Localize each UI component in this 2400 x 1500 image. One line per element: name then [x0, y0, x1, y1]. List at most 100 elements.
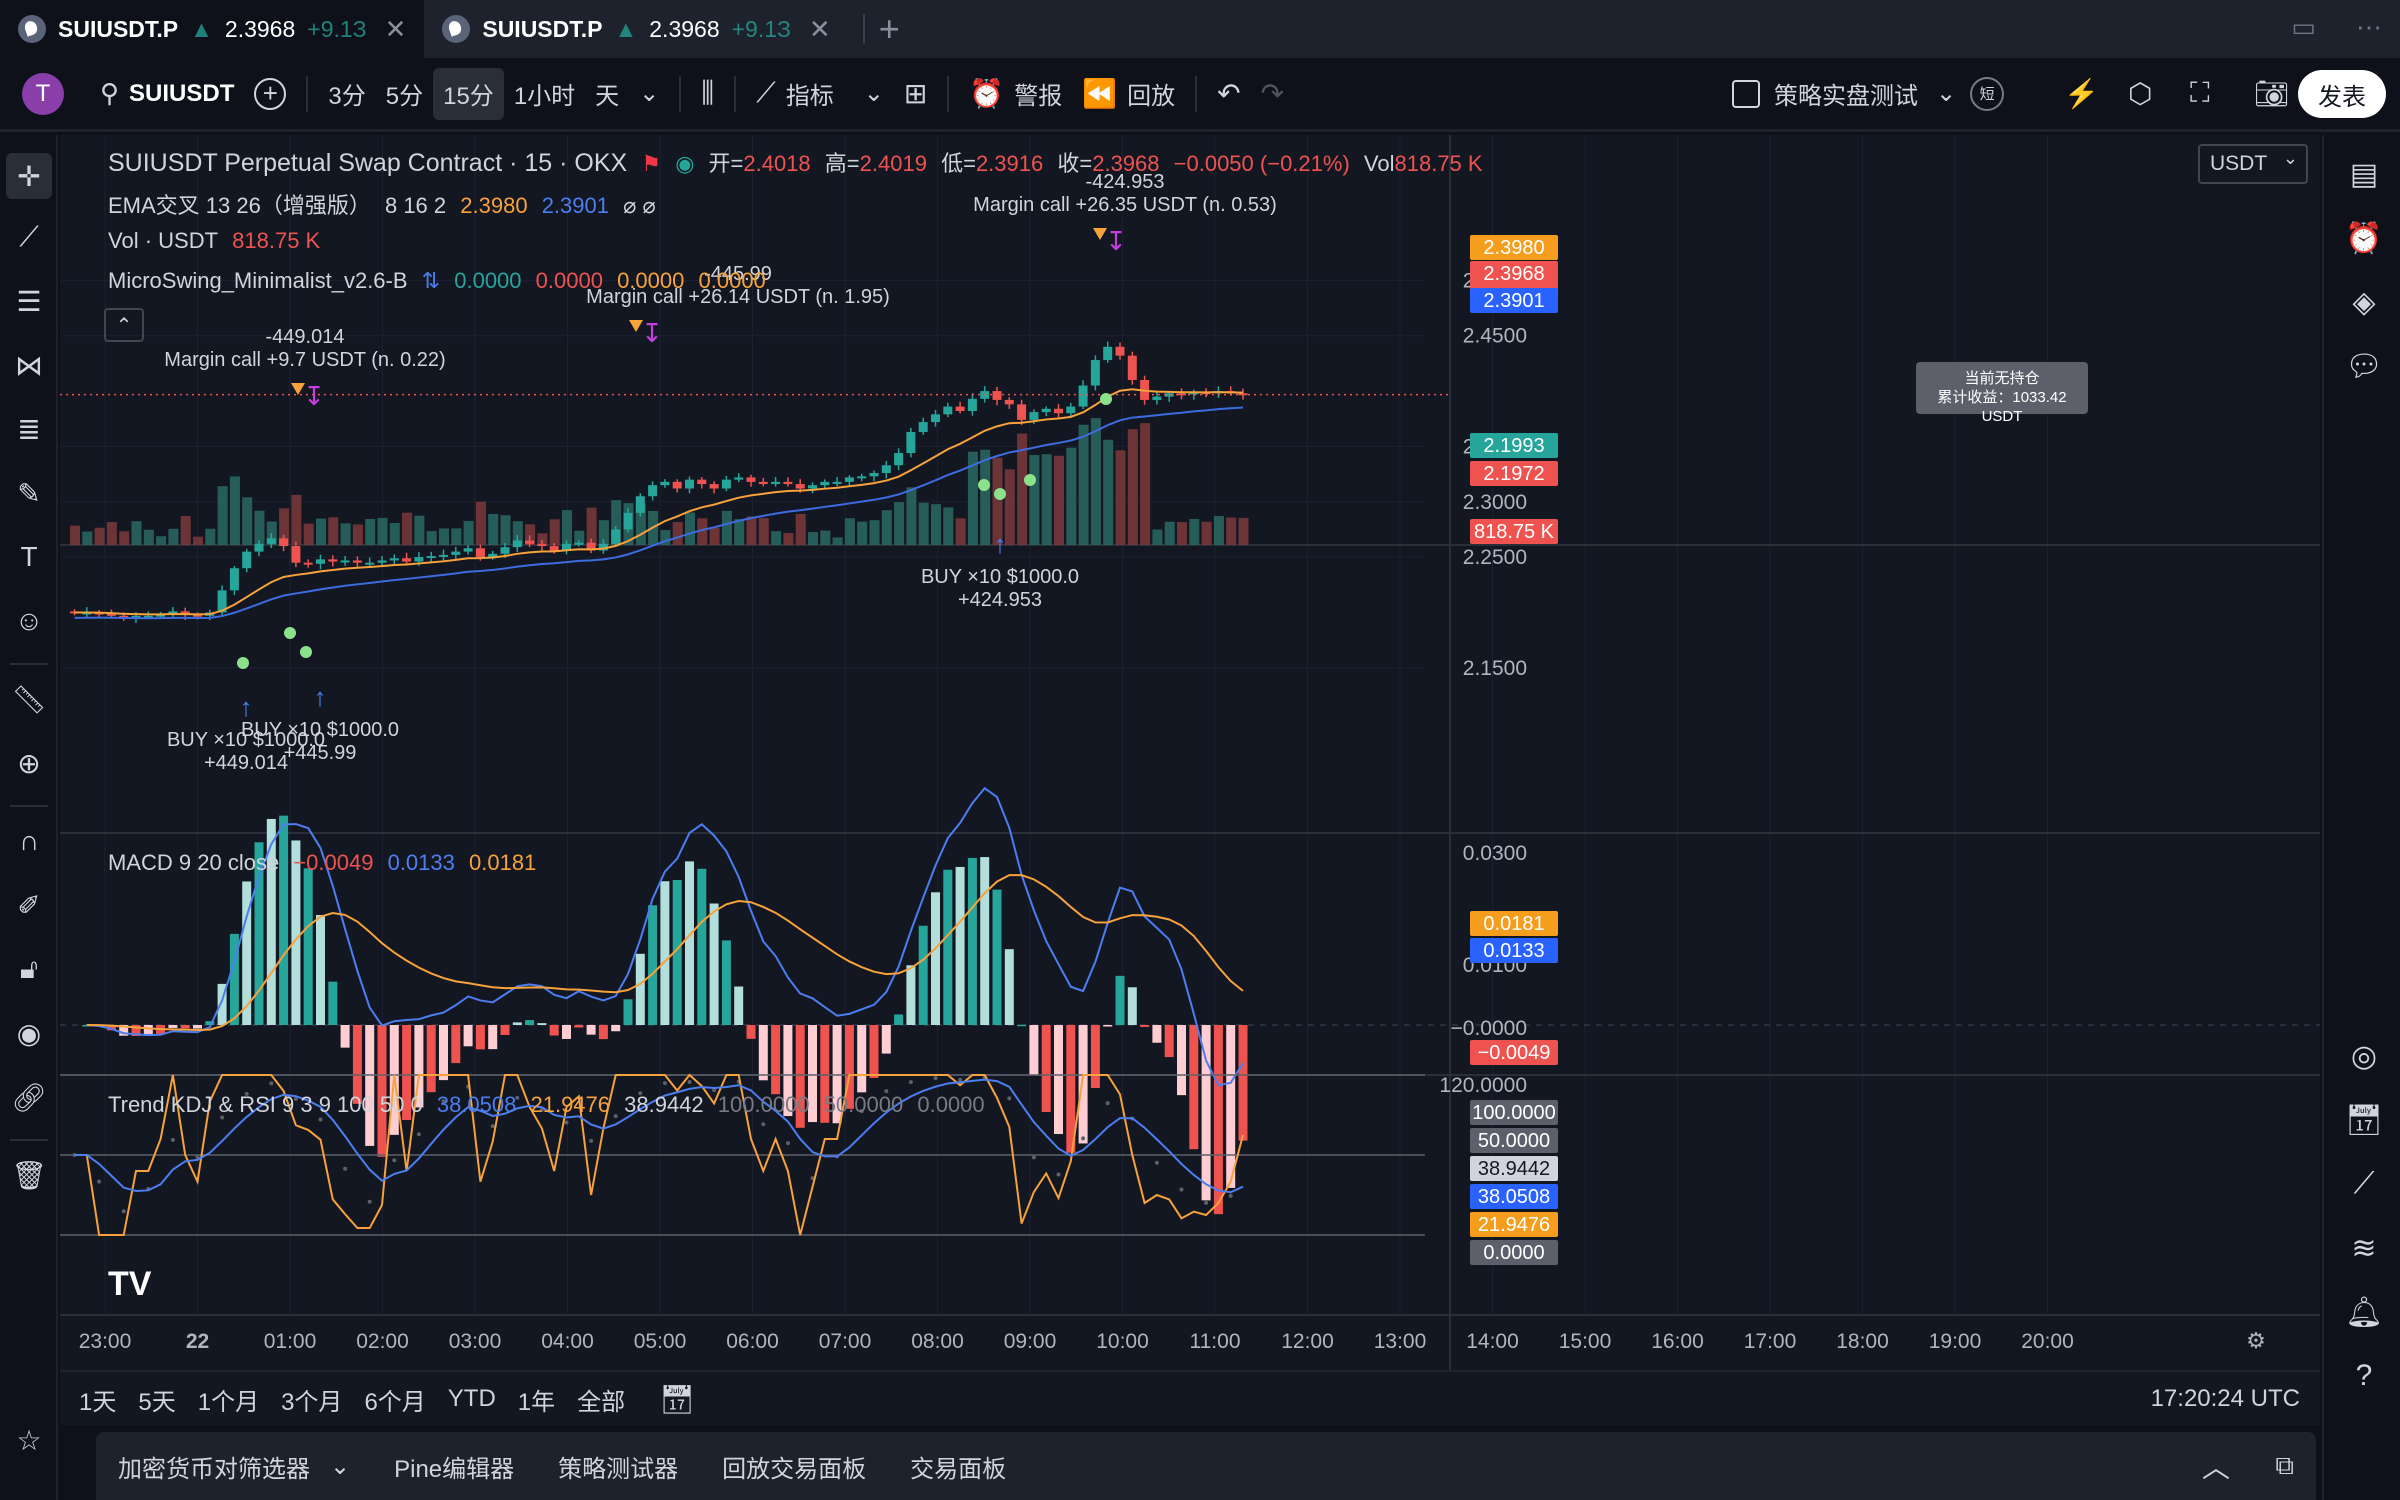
lock-icon[interactable]: 🔓︎: [19, 952, 39, 984]
fib-icon[interactable]: ≣: [17, 413, 41, 445]
star-icon[interactable]: ☆: [16, 1424, 42, 1456]
toolbar-divider: [1195, 75, 1198, 112]
microswing-legend[interactable]: MicroSwing_Minimalist_v2.6-B ⇅ 0.0000 0.…: [108, 268, 774, 294]
layers-icon[interactable]: ◈: [2352, 285, 2376, 319]
calendar-icon[interactable]: 📅︎: [2344, 1103, 2384, 1137]
indicators-label: 指标: [785, 83, 834, 110]
candle-body: [180, 611, 190, 615]
volume-bar: [598, 520, 609, 545]
kdj-j-dot: [515, 1095, 520, 1100]
symbol-search[interactable]: ⚲ SUIUSDT: [90, 68, 244, 120]
volume-bar: [931, 504, 941, 545]
macd-hist-bar: [500, 1025, 510, 1035]
pine-editor-tab[interactable]: Pine编辑器: [394, 1455, 515, 1483]
range-6m[interactable]: 6个月: [364, 1388, 426, 1416]
candle-body: [1090, 360, 1100, 386]
add-symbol-button[interactable]: +: [244, 68, 296, 120]
volume-bar: [156, 536, 167, 545]
kdj-legend[interactable]: Trend KDJ & RSI 9 3 9 100 50 0 38.0508 2…: [108, 1092, 993, 1118]
crypto-screener-tab[interactable]: 加密货币对筛选器 ⌄: [96, 1449, 372, 1484]
range-3m[interactable]: 3个月: [281, 1388, 343, 1416]
trash-icon[interactable]: 🗑︎: [11, 1159, 47, 1191]
help-icon[interactable]: ?: [2355, 1359, 2373, 1392]
crosshair-icon[interactable]: ✛: [6, 153, 52, 199]
pattern-icon[interactable]: ⋈: [15, 349, 43, 381]
chart-type-button[interactable]: ⫼: [691, 68, 724, 120]
lock-drawing-icon[interactable]: ✐: [17, 889, 41, 921]
ema-legend[interactable]: EMA交叉 13 26（增强版） 8 16 2 2.3980 2.3901 ⌀ …: [108, 188, 664, 220]
maximize-panel-icon[interactable]: ⧉: [2275, 1450, 2294, 1480]
text-icon[interactable]: T: [20, 541, 38, 572]
target-icon[interactable]: ◎: [2350, 1039, 2378, 1073]
strategy-tester-tab[interactable]: 策略测试器: [558, 1455, 679, 1483]
interval-3m[interactable]: 3分: [328, 83, 366, 110]
trading-panel-tab[interactable]: 交易面板: [910, 1455, 1007, 1483]
interval-1d[interactable]: 天: [595, 83, 620, 110]
alarm-clock-icon[interactable]: ⏰: [2345, 221, 2383, 255]
alert-button[interactable]: ⏰ 警报: [959, 68, 1072, 120]
horizontal-lines-icon[interactable]: ☰: [16, 285, 42, 317]
vol-legend[interactable]: Vol · USDT 818.75 K: [108, 228, 328, 254]
kdj-j-dot: [908, 1080, 913, 1085]
undo-button[interactable]: ↶: [1207, 68, 1250, 120]
redo-button[interactable]: ↷: [1251, 68, 1294, 120]
indicators-button[interactable]: ⟋ 指标 ⌄: [746, 68, 894, 120]
range-1m[interactable]: 1个月: [197, 1388, 260, 1416]
tab-2[interactable]: SUIUSDT.P ▲ 2.3968 +9.1З ✕: [424, 0, 848, 58]
kdj-j-dot: [244, 1091, 249, 1096]
interval-dropdown[interactable]: ⌄: [629, 68, 669, 120]
kdj-tag-bg: [1470, 1156, 1558, 1181]
collapse-panel-icon[interactable]: ︿: [2201, 1452, 2230, 1483]
range-all[interactable]: 全部: [577, 1388, 626, 1416]
settings-button[interactable]: ⬡: [2118, 68, 2162, 120]
signal-icon[interactable]: ≋: [2351, 1231, 2377, 1265]
close-icon[interactable]: ✕: [808, 13, 831, 44]
avatar[interactable]: T: [22, 72, 64, 115]
range-5d[interactable]: 5天: [138, 1388, 176, 1416]
trend-line-icon[interactable]: ⟋: [19, 220, 39, 252]
bell-icon[interactable]: 🔔︎: [2344, 1295, 2384, 1329]
new-tab-icon[interactable]: +: [878, 8, 900, 49]
interval-15m[interactable]: 15分: [433, 67, 504, 120]
utc-clock[interactable]: 17:20:24 UTC: [2150, 1385, 2300, 1412]
fullscreen-button[interactable]: ⛶: [2180, 68, 2220, 120]
layout-icon[interactable]: ▭: [2291, 12, 2316, 42]
chart-tools-icon[interactable]: ⟋: [2353, 1167, 2375, 1200]
quick-search-button[interactable]: ⚡: [2054, 68, 2109, 120]
currency-select[interactable]: USDT: [2198, 144, 2308, 184]
vol-value: 818.75 K: [1394, 151, 1483, 176]
candle-body: [119, 615, 129, 619]
publish-button[interactable]: 发表: [2298, 70, 2386, 118]
link-icon[interactable]: 🔗︎: [11, 1081, 47, 1113]
replay-trading-tab[interactable]: 回放交易面板: [722, 1455, 867, 1483]
brush-icon[interactable]: ✎: [17, 477, 41, 509]
templates-button[interactable]: ⊞: [894, 68, 937, 120]
close-icon[interactable]: ✕: [384, 13, 407, 44]
collapse-legend-button[interactable]: ⌃: [104, 308, 144, 342]
snapshot-button[interactable]: 📷︎: [2244, 68, 2300, 120]
zoom-in-icon[interactable]: ⊕: [17, 747, 41, 779]
chat-icon[interactable]: 💬︎: [2344, 349, 2384, 383]
ema-slow-tag-bg: [1470, 288, 1558, 313]
magnet-icon[interactable]: ∩: [18, 825, 40, 856]
watchlist-icon[interactable]: ▤: [2349, 157, 2379, 191]
replay-button[interactable]: ⏪ 回放: [1072, 68, 1185, 120]
interval-1h[interactable]: 1小时: [513, 83, 576, 110]
strategy-test-toggle[interactable]: 策略实盘测试 ⌄ 短: [1722, 68, 2014, 120]
interval-5m[interactable]: 5分: [385, 83, 424, 110]
emoji-icon[interactable]: ☺: [14, 605, 44, 636]
go-to-date-icon[interactable]: 📅︎: [659, 1383, 695, 1415]
flag-icon[interactable]: ⚑: [641, 151, 662, 176]
range-1y[interactable]: 1年: [517, 1388, 556, 1416]
ruler-icon[interactable]: 📏︎: [11, 683, 47, 715]
more-icon[interactable]: ⋯: [2356, 12, 2382, 42]
kdj-j-dot: [933, 1076, 938, 1081]
range-1d[interactable]: 1天: [79, 1388, 117, 1416]
range-ytd[interactable]: YTD: [447, 1385, 496, 1412]
eye-icon[interactable]: ◉: [16, 1017, 42, 1049]
margin-call-pnl: -449.014: [266, 326, 345, 348]
strategy-checkbox[interactable]: [1732, 79, 1760, 108]
macd-legend[interactable]: MACD 9 20 close −0.0049 0.0133 0.0181: [108, 850, 544, 876]
tab-1[interactable]: SUIUSDT.P ▲ 2.3968 +9.1З ✕: [0, 0, 425, 58]
